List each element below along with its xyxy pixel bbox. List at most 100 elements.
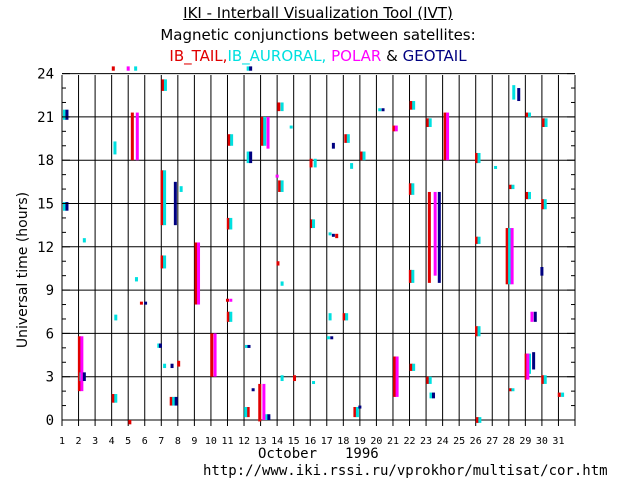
conjunction-ib-auroral: [527, 191, 531, 200]
year-label: 1996: [345, 446, 379, 462]
conjunction-ib-tail: [277, 102, 281, 112]
conjunction-ib-auroral: [163, 255, 167, 269]
conjunction-ib-auroral: [429, 392, 433, 399]
conjunction-ib-auroral: [313, 158, 317, 168]
conjunction-ib-tail: [475, 152, 479, 164]
conjunction-ib-tail: [169, 396, 173, 406]
conjunction-ib-tail: [505, 228, 509, 285]
conjunction-polar: [433, 191, 437, 276]
conjunction-ib-tail: [77, 336, 81, 392]
conjunction-polar: [530, 311, 534, 322]
conjunction-ib-tail: [443, 112, 447, 161]
conjunction-polar: [275, 174, 279, 178]
conjunction-ib-tail: [160, 255, 164, 269]
conjunction-ib-auroral: [62, 109, 66, 120]
conjunction-ib-tail: [342, 313, 346, 321]
y-tick-label: 18: [37, 153, 54, 169]
conjunction-ib-auroral: [411, 183, 415, 195]
conjunction-ib-auroral: [544, 118, 548, 128]
conjunction-ib-auroral: [157, 343, 161, 348]
legend-polar: POLAR: [331, 47, 382, 65]
conjunction-ib-tail: [309, 158, 313, 168]
x-tick-label: 26: [470, 436, 482, 447]
x-tick-label: 27: [486, 436, 498, 447]
y-tick-label: 21: [37, 110, 54, 126]
conjunction-ib-tail: [226, 311, 230, 322]
conjunction-polar: [395, 356, 399, 397]
conjunction-ib-tail: [353, 407, 357, 418]
x-tick-label: 21: [387, 436, 399, 447]
conjunction-geotail: [249, 151, 253, 164]
conjunction-polar: [213, 333, 217, 377]
conjunction-ib-auroral: [245, 344, 249, 348]
conjunction-ib-auroral: [508, 228, 512, 285]
conjunction-ib-auroral: [280, 281, 284, 286]
series-polar: [80, 66, 534, 420]
x-tick-label: 14: [271, 436, 283, 447]
x-tick-label: 24: [437, 436, 449, 447]
conjunction-ib-auroral: [280, 102, 284, 112]
conjunction-ib-auroral: [163, 170, 167, 226]
x-tick-label: 18: [337, 436, 349, 447]
x-tick-label: 15: [288, 436, 300, 447]
conjunction-geotail: [170, 363, 174, 369]
conjunction-ib-tail: [260, 116, 264, 146]
conjunction-ib-tail: [392, 125, 396, 132]
conjunction-ib-auroral: [263, 116, 267, 146]
y-tick-label: 24: [37, 67, 54, 83]
conjunction-ib-auroral: [326, 336, 330, 340]
conjunction-geotail: [331, 142, 335, 149]
conjunction-ib-auroral: [229, 217, 233, 230]
conjunction-ib-auroral: [477, 326, 481, 337]
x-tick-label: 19: [354, 436, 366, 447]
y-tick-label: 6: [46, 326, 54, 342]
conjunction-ib-auroral: [511, 388, 515, 392]
conjunction-geotail: [267, 414, 271, 420]
conjunction-ib-tail: [393, 356, 397, 397]
conjunction-polar: [135, 112, 139, 161]
conjunction-ib-auroral: [229, 311, 233, 322]
x-tick-label: 2: [76, 436, 82, 447]
conjunction-ib-tail: [426, 118, 430, 128]
x-tick-label: 1: [59, 436, 65, 447]
conjunction-geotail: [144, 301, 148, 305]
conjunction-ib-tail: [258, 383, 262, 422]
conjunction-geotail: [249, 66, 253, 71]
x-tick-label: 31: [552, 436, 564, 447]
x-tick-label: 11: [221, 436, 233, 447]
conjunction-ib-auroral: [543, 375, 547, 384]
conjunction-ib-auroral: [264, 414, 268, 420]
x-tick-label: 25: [453, 436, 465, 447]
conjunction-geotail: [517, 88, 521, 102]
conjunction-geotail: [331, 233, 335, 237]
conjunction-ib-tail: [293, 375, 297, 382]
axes: [61, 73, 576, 426]
conjunction-ib-tail: [246, 407, 250, 418]
conjunction-ib-tail: [409, 101, 413, 110]
conjunction-ib-auroral: [280, 375, 284, 382]
conjunction-polar: [526, 353, 530, 380]
legend: IB_TAIL,IB_AURORAL, POLAR & GEOTAIL: [0, 47, 636, 65]
conjunction-ib-tail: [194, 242, 198, 305]
y-tick-label: 15: [37, 197, 54, 213]
conjunction-ib-auroral: [134, 277, 138, 282]
y-tick-label: 12: [37, 240, 54, 256]
conjunction-ib-tail: [278, 180, 282, 192]
conjunction-ib-tail: [475, 326, 479, 337]
conjunction-geotail: [532, 352, 536, 370]
y-tick-label: 3: [46, 370, 54, 386]
conjunction-ib-tail: [427, 191, 431, 283]
conjunction-ib-auroral: [163, 363, 167, 369]
x-tick-label: 20: [370, 436, 382, 447]
conjunction-polar: [266, 116, 270, 149]
conjunction-ib-auroral: [511, 184, 515, 190]
x-tick-label: 5: [125, 436, 131, 447]
conjunction-geotail: [381, 108, 385, 112]
conjunction-ib-auroral: [362, 151, 366, 161]
conjunction-ib-auroral: [246, 151, 250, 164]
conjunction-ib-auroral: [179, 186, 183, 192]
conjunction-geotail: [173, 181, 177, 226]
conjunction-ib-auroral: [82, 238, 86, 243]
conjunction-ib-auroral: [428, 118, 432, 128]
